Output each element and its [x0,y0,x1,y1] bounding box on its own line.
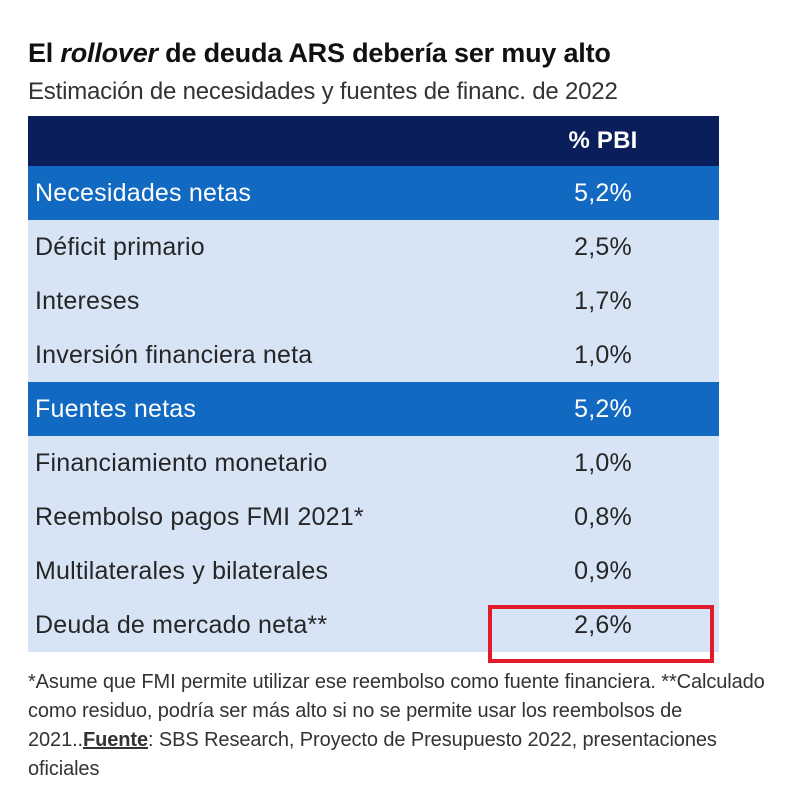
table-header-row: % PBI [28,116,719,166]
row-value: 5,2% [574,394,632,423]
row-label: Reembolso pagos FMI 2021* [35,502,364,531]
table-row: Intereses 1,7% [28,274,719,328]
title-prefix: El [28,38,61,68]
row-label: Deuda de mercado neta** [35,610,328,639]
title-suffix: de deuda ARS debería ser muy alto [157,38,611,68]
table-row: Deuda de mercado neta** 2,6% [28,598,719,652]
table-row: Inversión financiera neta 1,0% [28,328,719,382]
row-label: Intereses [35,286,140,315]
table-section-row: Fuentes netas 5,2% [28,382,719,436]
row-label: Inversión financiera neta [35,340,313,369]
row-value: 1,0% [574,448,632,477]
row-value: 0,9% [574,556,632,585]
row-value: 2,6% [574,610,632,639]
row-label: Fuentes netas [35,394,197,423]
footnote: *Asume que FMI permite utilizar ese reem… [28,668,768,784]
row-value: 1,0% [574,340,632,369]
row-value: 1,7% [574,286,632,315]
table-section-row: Necesidades netas 5,2% [28,166,719,220]
chart-subtitle: Estimación de necesidades y fuentes de f… [28,78,618,105]
row-label: Déficit primario [35,232,205,261]
footnote-text: *Asume que FMI permite utilizar ese reem… [28,671,765,751]
financing-table: % PBI Necesidades netas 5,2% Déficit prima… [28,116,719,652]
table-row: Reembolso pagos FMI 2021* 0,8% [28,490,719,544]
row-label: Financiamiento monetario [35,448,328,477]
row-label: Multilaterales y bilaterales [35,556,329,585]
row-label: Necesidades netas [35,178,252,207]
title-italic-word: rollover [60,38,158,68]
row-value: 5,2% [574,178,632,207]
header-value-cell: % PBI [568,127,638,154]
table-row: Financiamiento monetario 1,0% [28,436,719,490]
source-label: Fuente [83,729,148,751]
table-row: Multilaterales y bilaterales 0,9% [28,544,719,598]
source-text: : SBS Research, Proyecto de Presupuesto … [28,729,717,780]
chart-title: El rollover de deuda ARS debería ser muy… [28,38,611,69]
table-body: Necesidades netas 5,2% Déficit primario 2,5… [28,166,719,652]
table-row: Déficit primario 2,5% [28,220,719,274]
row-value: 0,8% [574,502,632,531]
row-value: 2,5% [574,232,632,261]
